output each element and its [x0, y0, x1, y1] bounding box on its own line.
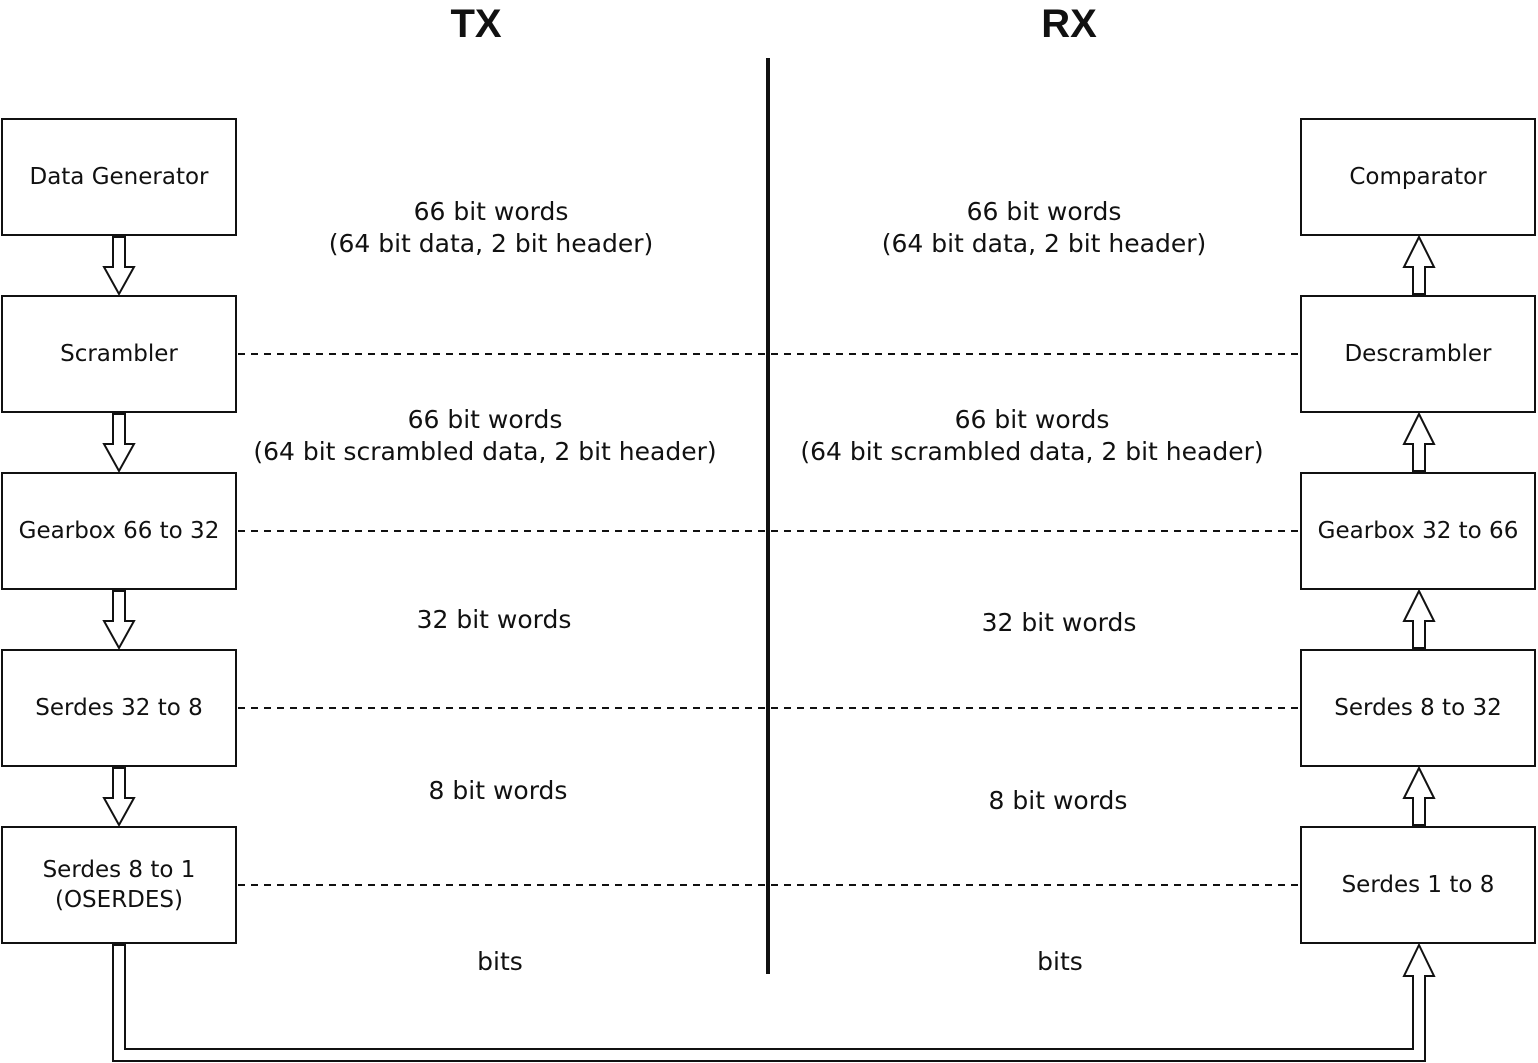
descrambler-block: Descrambler	[1300, 295, 1536, 413]
tx-heading: TX	[450, 2, 502, 46]
serdes-32-to-8-block: Serdes 32 to 8	[1, 649, 237, 767]
tx-note-bits: bits	[477, 947, 523, 976]
tx-note-32-bit-words: 32 bit words	[416, 605, 572, 634]
rx-note-32-bit-words: 32 bit words	[981, 608, 1137, 637]
rx-arrow-2	[1402, 411, 1436, 472]
tx-note-8-bit-words: 8 bit words	[428, 776, 568, 805]
rx-note-66-bit-words: 66 bit words (64 bit data, 2 bit header)	[881, 197, 1207, 258]
rx-note-bits: bits	[1037, 947, 1083, 976]
rx-note-66-bit-scrambled: 66 bit words (64 bit scrambled data, 2 b…	[800, 405, 1264, 466]
serdes-8-to-32-block: Serdes 8 to 32	[1300, 649, 1536, 767]
rx-note-8-bit-words: 8 bit words	[988, 786, 1128, 815]
tx-arrow-2	[102, 413, 136, 474]
tx-note-66-bit-words: 66 bit words (64 bit data, 2 bit header)	[328, 197, 654, 258]
serdes-1-to-8-block: Serdes 1 to 8	[1300, 826, 1536, 944]
comparator-block: Comparator	[1300, 118, 1536, 236]
gearbox-66-to-32-block: Gearbox 66 to 32	[1, 472, 237, 590]
data-generator-block: Data Generator	[1, 118, 237, 236]
rx-arrow-3	[1402, 588, 1436, 649]
tx-note-66-bit-scrambled: 66 bit words (64 bit scrambled data, 2 b…	[253, 405, 717, 466]
loopback-arrow	[112, 942, 1436, 1062]
tx-arrow-3	[102, 590, 136, 651]
rx-arrow-1	[1402, 234, 1436, 295]
gearbox-32-to-66-block: Gearbox 32 to 66	[1300, 472, 1536, 590]
tx-arrow-1	[102, 236, 136, 297]
tx-arrow-4	[102, 767, 136, 828]
scrambler-block: Scrambler	[1, 295, 237, 413]
serdes-8-to-1-block: Serdes 8 to 1 (OSERDES)	[1, 826, 237, 944]
rx-arrow-4	[1402, 765, 1436, 826]
rx-heading: RX	[1041, 2, 1097, 46]
